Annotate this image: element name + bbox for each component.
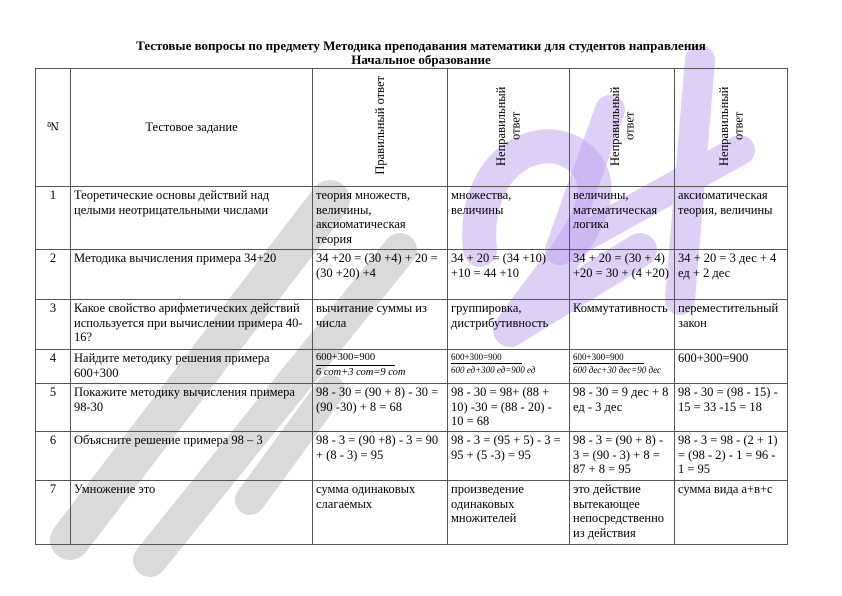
answer-cell: 600+300=900 6 сот+3 сот=9 сот [312,349,448,384]
wrong-answer-cell: 34 + 20 = (34 +10) +10 = 44 +10 [447,249,570,300]
wrong-answer-cell: 98 - 3 = (90 + 8) - 3 = (90 - 3) + 8 = 8… [569,431,675,481]
table-header-row: № Тестовое задание Правильный ответ Непр… [35,68,788,187]
row-number: 6 [35,431,71,481]
wrong-answer-cell: множества, величины [447,186,570,250]
correct-answer-cell: теория множеств, величины, аксиоматическ… [312,186,448,250]
wrong-answer-cell: 34 + 20 = (30 + 4) +20 = 30 + (4 +20) [569,249,675,300]
row-number: 7 [35,480,71,545]
question-cell: Какое свойство арифметических действий и… [70,299,313,350]
wrong-answer-cell: произведение одинаковых множителей [447,480,570,545]
header-wrong-answer-3: Неправильный ответ [674,68,788,187]
header-label: Неправильный ответ [607,86,637,166]
fraction-expression: 600+300=900 600 дес+30 дес=90 дес [573,351,671,376]
row-number: 2 [35,249,71,300]
wrong-answer-cell: 34 + 20 = 3 дес + 4 ед + 2 дес [674,249,788,300]
question-cell: Найдите методику решения примера 600+300 [70,349,313,384]
fraction-bottom: 600 дес+30 дес=90 дес [573,365,661,375]
header-label: Неправильный ответ [716,86,746,166]
header-label: Правильный ответ [372,76,387,176]
fraction-bottom: 600 ед+300 ед=900 ед [451,365,536,375]
wrong-answer-cell: сумма вида а+в+с [674,480,788,545]
row-number: 3 [35,299,71,350]
question-cell: Объясните решение примера 98 – 3 [70,431,313,481]
header-wrong-answer-2: Неправильный ответ [569,68,675,187]
document-title: Тестовые вопросы по предмету Методика пр… [136,38,706,53]
wrong-answer-cell: аксиоматическая теория, величины [674,186,788,250]
answer-cell: 600+300=900 600 дес+30 дес=90 дес [569,349,675,384]
table-row: 1 Теоретические основы действий над целым… [35,186,788,250]
document-subtitle: Начальное образование [351,52,491,67]
wrong-answer-cell: группировка, дистрибутивность [447,299,570,350]
fraction-top: 600+300=900 [451,351,522,364]
row-number: 1 [35,186,71,250]
wrong-answer-cell: Коммутативность [569,299,675,350]
header-label: № [45,118,60,133]
table-row: 6 Объясните решение примера 98 – 3 98 - 3 … [35,431,788,481]
table-row: 3 Какое свойство арифметических действий … [35,299,788,350]
fraction-top: 600+300=900 [316,351,396,366]
correct-answer-cell: 98 - 30 = (90 + 8) - 30 = (90 -30) + 8 =… [312,383,448,432]
header-wrong-answer-1: Неправильный ответ [447,68,570,187]
answer-cell: 600+300=900 600 ед+300 ед=900 ед [447,349,570,384]
table-row: 2 Методика вычисления примера 34+20 34 +20… [35,249,788,300]
fraction-expression: 600+300=900 6 сот+3 сот=9 сот [316,351,444,380]
correct-answer-cell: 34 +20 = (30 +4) + 20 = (30 +20) +4 [312,249,448,300]
correct-answer-cell: сумма одинаковых слагаемых [312,480,448,545]
question-cell: Умножение это [70,480,313,545]
question-cell: Покажите методику вычисления примера 98-… [70,383,313,432]
wrong-answer-cell: 98 - 30 = (98 - 15) - 15 = 33 -15 = 18 [674,383,788,432]
wrong-answer-cell: это действие вытекающее непосредственно … [569,480,675,545]
wrong-answer-cell: величины, математическая логика [569,186,675,250]
fraction-top: 600+300=900 [573,351,644,364]
header-question: Тестовое задание [70,68,313,187]
correct-answer-cell: вычитание суммы из числа [312,299,448,350]
wrong-answer-cell: 98 - 3 = (95 + 5) - 3 = 95 + (5 -3) = 95 [447,431,570,481]
correct-answer-cell: 98 - 3 = (90 +8) - 3 = 90 + (8 - 3) = 95 [312,431,448,481]
wrong-answer-cell: 98 - 30 = 9 дес + 8 ед - 3 дес [569,383,675,432]
row-number: 5 [35,383,71,432]
header-correct-answer: Правильный ответ [312,68,448,187]
row-number: 4 [35,349,71,384]
test-questions-table: № Тестовое задание Правильный ответ Непр… [35,68,788,545]
table-row: 5 Покажите методику вычисления примера 98… [35,383,788,432]
fraction-expression: 600+300=900 600 ед+300 ед=900 ед [451,351,566,376]
fraction-bottom: 6 сот+3 сот=9 сот [316,367,406,378]
wrong-answer-cell: переместительный закон [674,299,788,350]
answer-cell: 600+300=900 [674,349,788,384]
question-cell: Теоретические основы действий над целыми… [70,186,313,250]
header-number: № [35,68,71,187]
wrong-answer-cell: 98 - 3 = 98 - (2 + 1) = (98 - 2) - 1 = 9… [674,431,788,481]
question-cell: Методика вычисления примера 34+20 [70,249,313,300]
table-row: 7 Умножение это сумма одинаковых слагаемых… [35,480,788,545]
wrong-answer-cell: 98 - 30 = 98+ (88 + 10) -30 = (88 - 20) … [447,383,570,432]
header-label: Неправильный ответ [494,86,523,166]
table-row: 4 Найдите методику решения примера 600+30… [35,349,788,384]
